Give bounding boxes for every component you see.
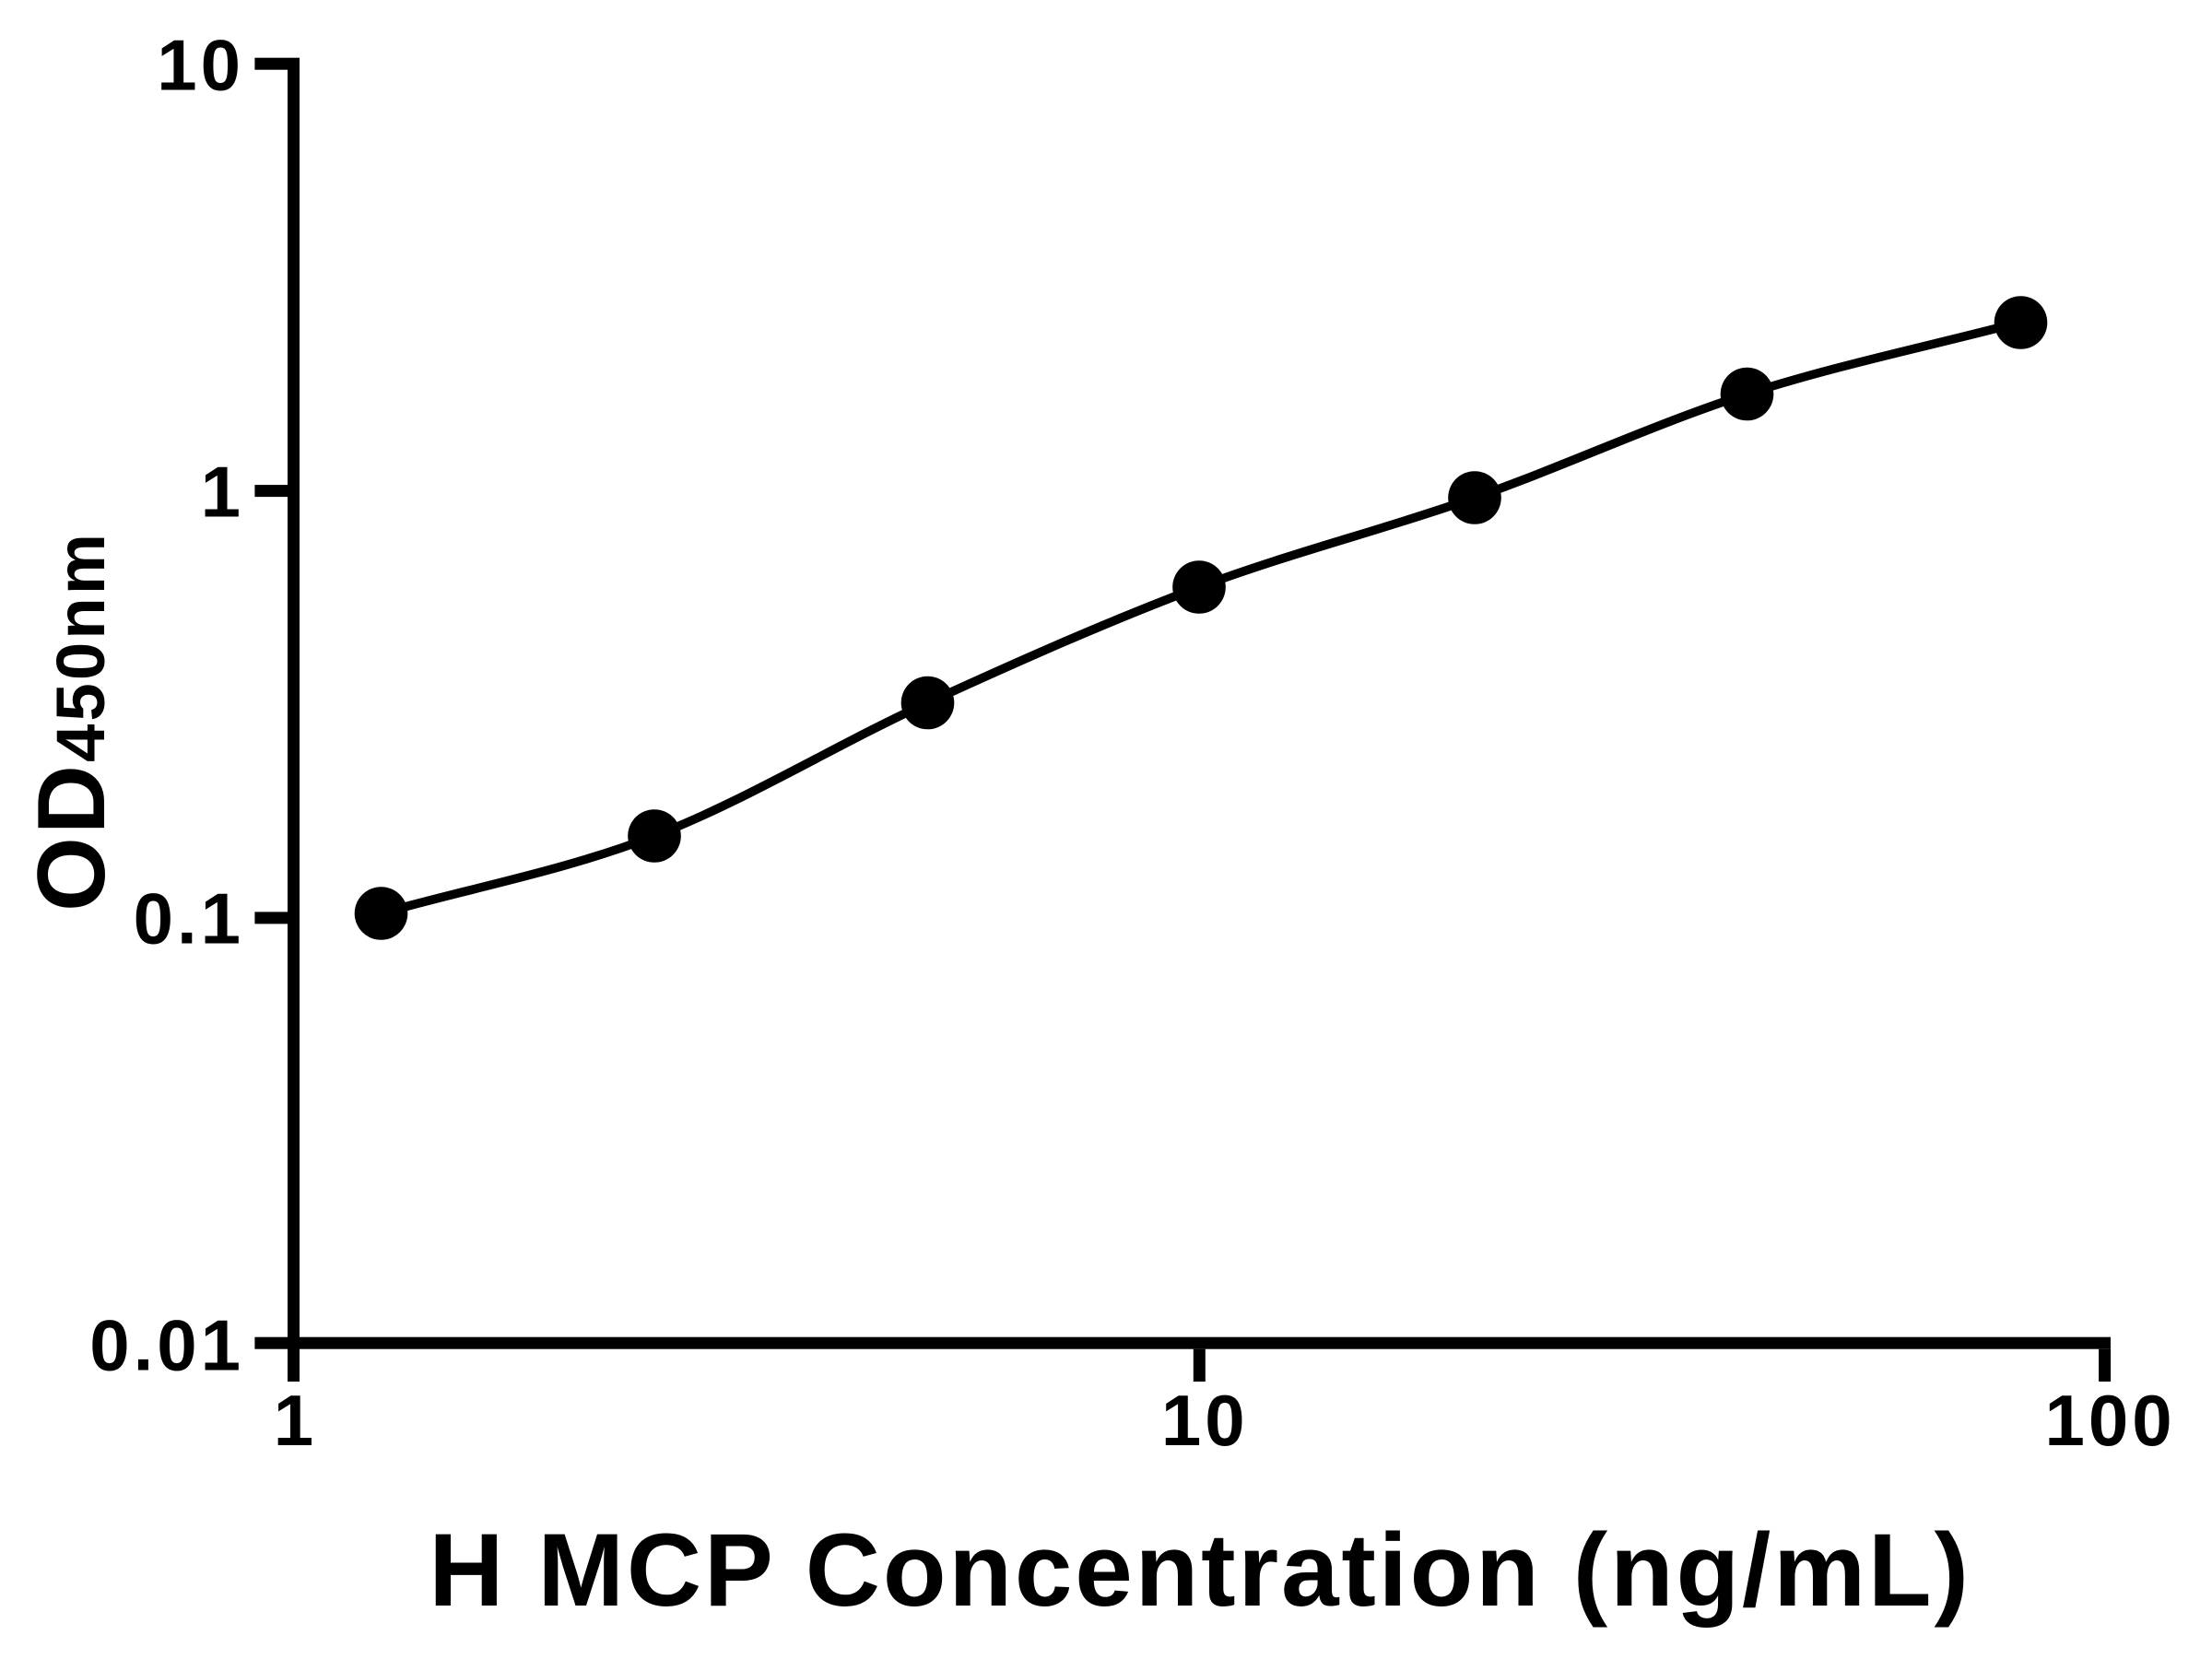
svg-text:H MCP Concentration (ng/mL): H MCP Concentration (ng/mL) xyxy=(429,1512,1971,1628)
svg-text:0.01: 0.01 xyxy=(89,1304,244,1385)
svg-text:10: 10 xyxy=(157,25,244,106)
svg-text:1: 1 xyxy=(274,1380,317,1461)
svg-text:100: 100 xyxy=(2045,1380,2176,1461)
svg-text:0.1: 0.1 xyxy=(134,878,244,959)
svg-text:1: 1 xyxy=(201,452,244,533)
svg-text:10: 10 xyxy=(1161,1380,1249,1461)
